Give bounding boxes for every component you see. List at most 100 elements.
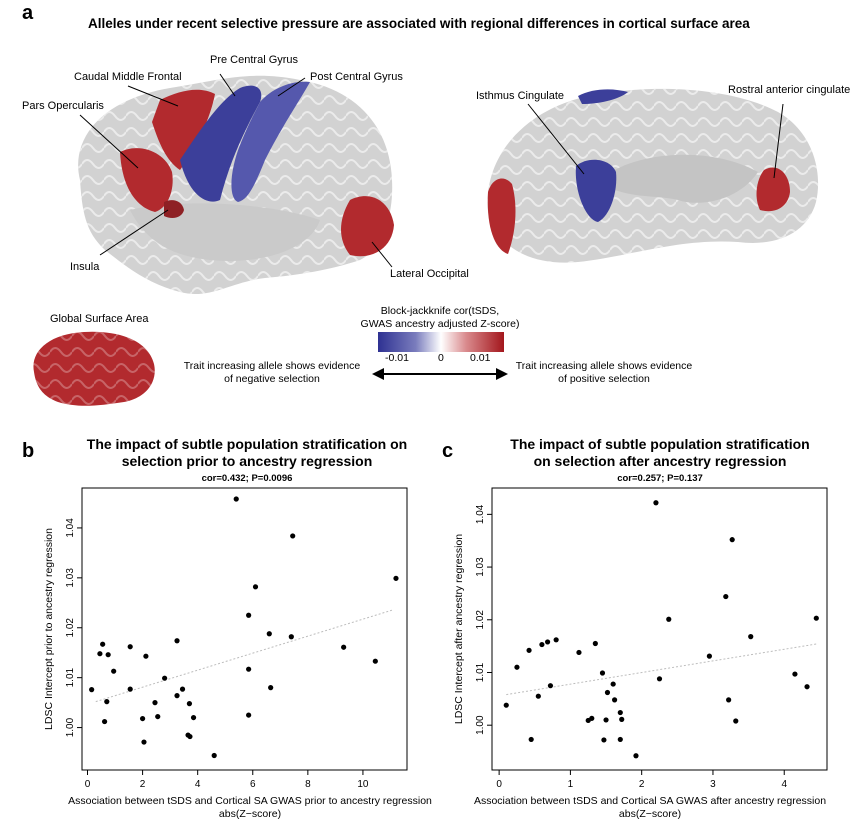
chart-b-point bbox=[268, 685, 274, 691]
chart-c-point bbox=[599, 670, 606, 676]
post-central-gyrus-region bbox=[231, 81, 310, 202]
chart-c-x-tick-label: 3 bbox=[710, 779, 716, 790]
label-rostral-anterior-cingulate: Rostral anterior cingulate bbox=[728, 84, 850, 96]
chart-b-y-tick-label: 1.02 bbox=[65, 618, 76, 638]
negative-selection-label: Trait increasing allele shows evidence o… bbox=[172, 360, 372, 386]
chart-b-xlabel-line2: abs(Z−score) bbox=[218, 808, 282, 820]
chart-b-point bbox=[179, 686, 186, 692]
label-post-central-gyrus: Post Central Gyrus bbox=[310, 71, 403, 83]
chart-c-point bbox=[547, 683, 554, 689]
negative-selection-line2: of negative selection bbox=[224, 373, 320, 385]
chart-c-point bbox=[633, 753, 639, 759]
chart-b-point bbox=[143, 653, 149, 659]
chart-c-point bbox=[553, 637, 559, 643]
chart-c-point bbox=[611, 697, 618, 703]
chart-c-point bbox=[617, 736, 623, 743]
panel-a-title: Alleles under recent selective pressure … bbox=[88, 16, 750, 31]
chart-b-x-tick-label: 2 bbox=[140, 779, 146, 790]
chart-c-point bbox=[792, 671, 798, 677]
legend-title-line1: Block-jackknife cor(tSDS, bbox=[380, 305, 500, 317]
chart-b: 0 2 4 6 8 10 1.00 1.01 1.02 1.03 1.04 LDSC Intercep… bbox=[43, 487, 408, 790]
chart-b-y-tick-label: 1.00 bbox=[65, 717, 76, 737]
chart-c-point bbox=[610, 681, 616, 687]
chart-b-trend-line bbox=[95, 609, 394, 703]
chart-b-title-line1: The impact of subtle population stratifi… bbox=[86, 436, 408, 452]
chart-b-point bbox=[152, 700, 158, 706]
negative-selection-line1: Trait increasing allele shows evidence bbox=[183, 360, 361, 372]
chart-c-point bbox=[535, 693, 541, 699]
chart-c-y-tick-label: 1.03 bbox=[475, 557, 486, 577]
global-brain-figure bbox=[33, 331, 155, 406]
chart-b-point bbox=[187, 733, 193, 740]
rostral-anterior-cingulate-region bbox=[756, 167, 790, 212]
chart-b-point bbox=[211, 752, 217, 759]
label-caudal-middle-frontal: Caudal Middle Frontal bbox=[74, 71, 182, 83]
chart-c: 0 1 2 3 4 1.00 1.01 1.02 1.03 1.04 LDSC Intercept … bbox=[453, 487, 828, 790]
chart-c-point bbox=[619, 716, 625, 722]
chart-b-point bbox=[266, 631, 272, 637]
chart-b-xlabel-line1: Association between tSDS and Cortical SA… bbox=[68, 795, 432, 807]
legend-color-bar bbox=[378, 332, 504, 352]
medial-brain-figure bbox=[487, 88, 819, 263]
chart-b-point bbox=[141, 739, 147, 745]
chart-b-y-tick-label: 1.01 bbox=[65, 667, 76, 687]
chart-b-x-tick-label: 6 bbox=[250, 779, 256, 790]
chart-b-x-tick-label: 0 bbox=[85, 779, 91, 790]
chart-b-point bbox=[174, 638, 180, 644]
pre-central-gyrus-region bbox=[180, 85, 262, 202]
chart-c-point bbox=[653, 500, 659, 506]
chart-b-point bbox=[341, 644, 347, 650]
chart-c-point bbox=[544, 639, 551, 645]
caudal-middle-frontal-region bbox=[152, 89, 215, 170]
chart-b-point bbox=[101, 718, 108, 725]
chart-c-ylabel: LDSC Intercept after ancestry regression bbox=[453, 534, 465, 724]
chart-c-point bbox=[576, 649, 582, 656]
label-pars-opercularis: Pars Opercularis bbox=[22, 100, 104, 112]
chart-c-plot-frame bbox=[491, 487, 828, 771]
chart-c-point bbox=[539, 641, 545, 648]
label-isthmus-cingulate: Isthmus Cingulate bbox=[476, 90, 565, 102]
chart-b-point bbox=[290, 533, 296, 539]
chart-c-x-tick-label: 2 bbox=[639, 779, 645, 790]
chart-c-title-line1: The impact of subtle population stratifi… bbox=[510, 436, 810, 452]
chart-c-y-tick-label: 1.04 bbox=[475, 504, 486, 524]
chart-c-point bbox=[601, 737, 607, 743]
chart-b-point bbox=[89, 687, 95, 693]
chart-c-point bbox=[733, 718, 739, 724]
chart-b-point bbox=[246, 666, 252, 672]
chart-c-point bbox=[656, 676, 663, 682]
legend-tick-zero: 0 bbox=[438, 352, 444, 364]
label-pre-central-gyrus: Pre Central Gyrus bbox=[210, 54, 299, 66]
chart-c-x-tick-label: 4 bbox=[781, 779, 787, 790]
chart-c-subtitle: cor=0.257; P=0.137 bbox=[617, 473, 703, 484]
chart-b-point bbox=[139, 715, 146, 722]
legend-title-line2: GWAS ancestry adjusted Z-score) bbox=[360, 318, 520, 330]
chart-b-title: The impact of subtle population stratifi… bbox=[82, 436, 412, 470]
chart-b-point bbox=[127, 686, 133, 692]
chart-c-xlabel-line2: abs(Z−score) bbox=[618, 808, 682, 820]
chart-c-point bbox=[726, 697, 732, 703]
label-lateral-occipital: Lateral Occipital bbox=[390, 268, 469, 280]
chart-c-point bbox=[813, 615, 819, 621]
insula-region bbox=[164, 200, 184, 218]
legend-tick-neg: -0.01 bbox=[385, 352, 409, 364]
chart-b-y-tick-label: 1.03 bbox=[65, 568, 76, 588]
chart-b-point bbox=[104, 699, 110, 705]
chart-b-x-tick-label: 8 bbox=[305, 779, 311, 790]
chart-c-point bbox=[503, 702, 509, 708]
panel-c-letter: c bbox=[442, 440, 454, 462]
chart-c-y-tick-label: 1.00 bbox=[475, 715, 486, 735]
chart-c-point bbox=[589, 715, 595, 721]
chart-c-xlabel-line1: Association between tSDS and Cortical SA… bbox=[473, 795, 827, 807]
chart-c-y-tick-label: 1.02 bbox=[475, 610, 486, 630]
positive-selection-label: Trait increasing allele shows evidence o… bbox=[504, 360, 704, 386]
chart-b-point bbox=[186, 701, 193, 707]
chart-c-point bbox=[723, 593, 729, 600]
chart-b-point bbox=[246, 612, 252, 618]
chart-c-point bbox=[526, 647, 532, 653]
chart-c-trend-line bbox=[506, 643, 817, 696]
chart-c-point bbox=[748, 634, 754, 640]
chart-c-point bbox=[666, 616, 672, 622]
label-insula: Insula bbox=[70, 261, 100, 273]
chart-b-point bbox=[393, 575, 399, 581]
